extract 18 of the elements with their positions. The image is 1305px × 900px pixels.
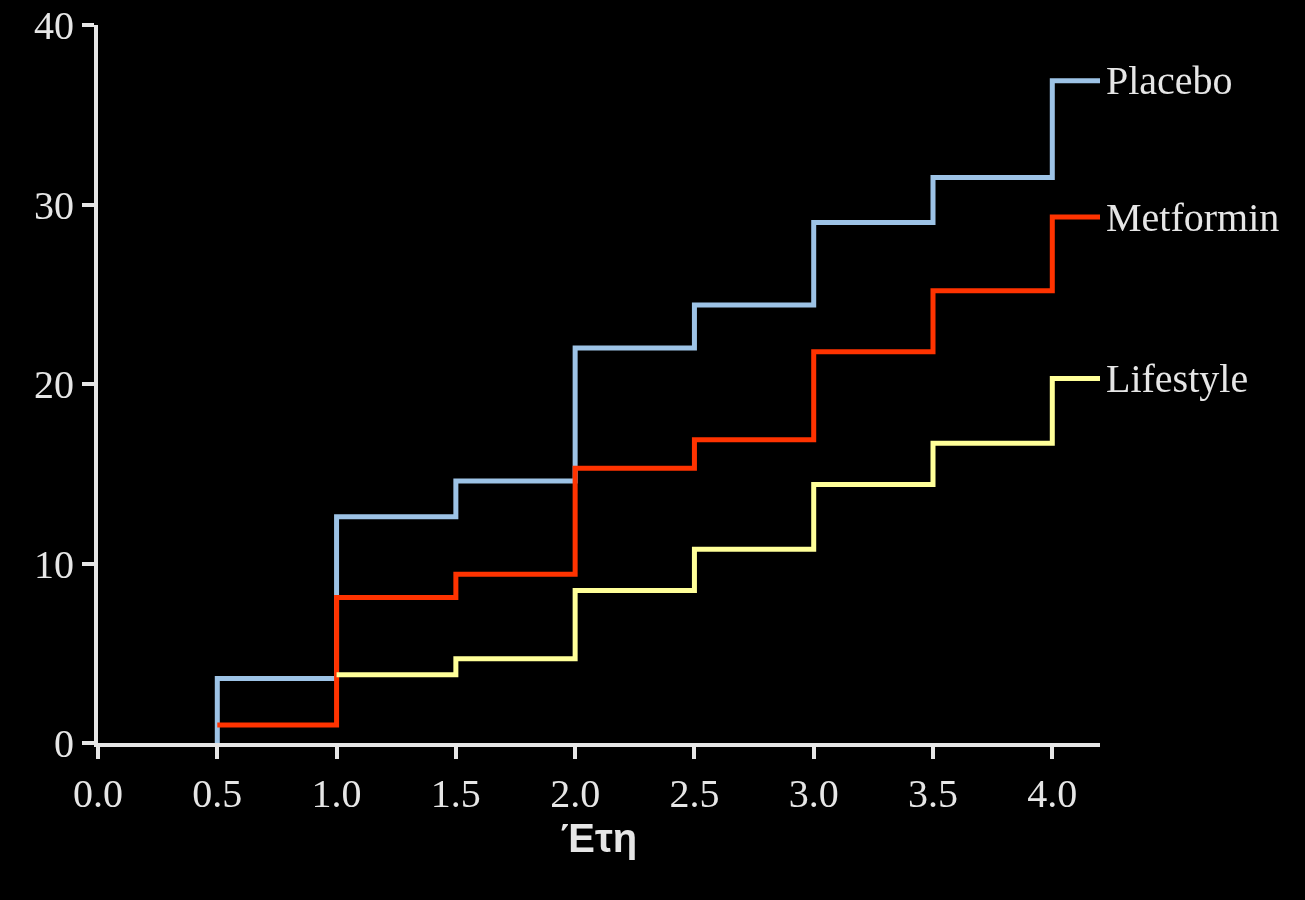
y-tick-label: 40 (34, 3, 74, 48)
y-tick-label: 30 (34, 182, 74, 228)
series-label: Placebo (1106, 58, 1233, 103)
x-tick-label: 3.5 (908, 771, 958, 816)
series-label: Metformin (1106, 195, 1280, 240)
x-tick-label: 0.0 (73, 771, 123, 816)
series-label: Lifestyle (1106, 356, 1249, 401)
x-tick-label: 2.0 (550, 771, 601, 816)
y-tick-label: 0 (54, 721, 74, 766)
x-axis-title: Έτη (560, 816, 638, 860)
y-tick-label: 20 (34, 362, 74, 407)
x-tick-label: 0.5 (192, 771, 243, 816)
x-tick-label: 1.0 (311, 771, 362, 816)
x-tick-label: 2.5 (669, 771, 720, 816)
x-tick-label: 3.0 (788, 771, 839, 816)
x-tick-label: 1.5 (430, 771, 481, 816)
x-tick-label: 4.0 (1027, 771, 1078, 816)
y-tick-label: 10 (34, 541, 74, 587)
